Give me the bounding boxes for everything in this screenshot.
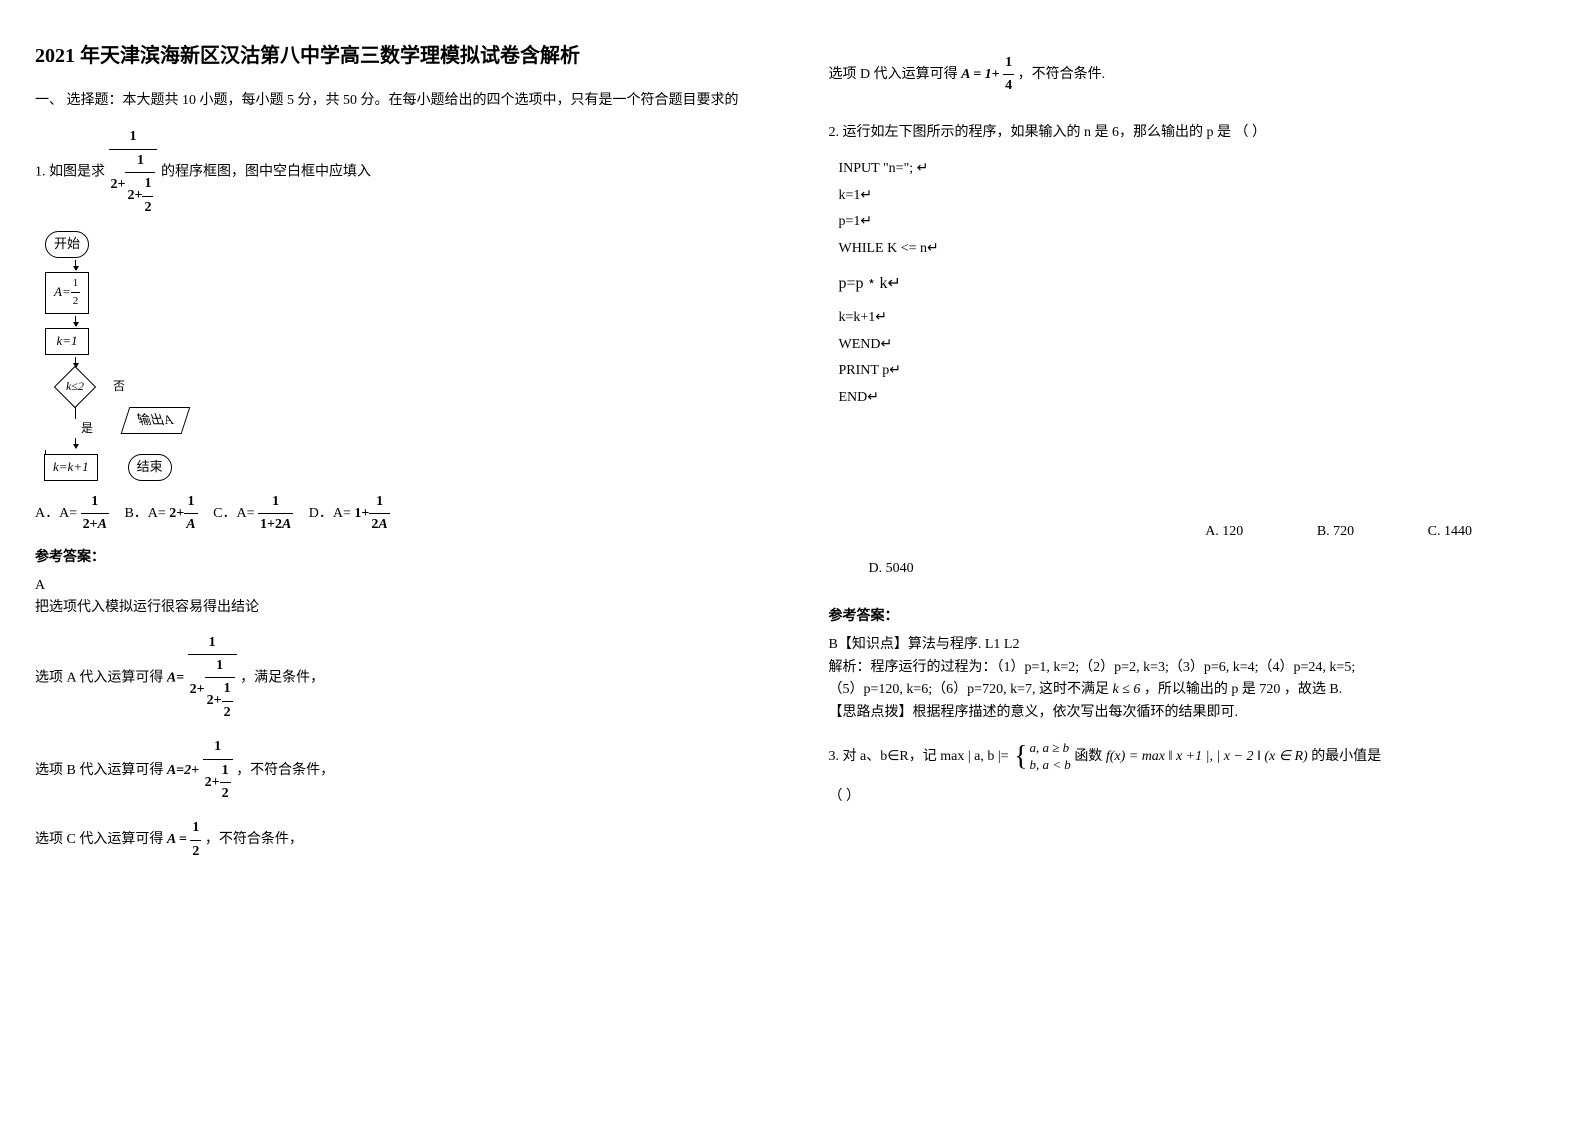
q2-ans-4: 【思路点拨】根据程序描述的意义，依次写出每次循环的结果即可.: [829, 702, 1553, 724]
option-d: D．A= 1+12A: [309, 491, 390, 537]
flowchart: 开始 A=12 k=1 k≤2 否 是 输出A k=k+1 结束: [45, 231, 759, 481]
code-line: PRINT p↵: [839, 358, 1553, 385]
code-line: p=p﹡k↵: [839, 269, 1553, 299]
section-1-heading: 一、 选择题：本大题共 10 小题，每小题 5 分，共 50 分。在每小题给出的…: [35, 90, 759, 112]
option-c: C. 1440: [1428, 521, 1472, 543]
q2-answer-label: 参考答案：: [829, 606, 1553, 628]
q1-check-b: 选项 B 代入运算可得 A=2+ 12+12 ，不符合条件，: [35, 736, 759, 805]
arrow-icon: [75, 260, 76, 270]
question-1: 1. 如图是求 1 2+12+12 的程序框图，图中空白框中应填入: [35, 126, 759, 219]
code-line: INPUT "n="; ↵: [839, 156, 1553, 183]
q1-explain-1: 把选项代入模拟运行很容易得出结论: [35, 597, 759, 619]
option-a: A．A= 12+A: [35, 491, 109, 537]
option-d: D. 5040: [869, 561, 914, 576]
option-b: B．A= 2+1A: [124, 491, 197, 537]
code-line: WEND↵: [839, 332, 1553, 359]
code-line: k=1↵: [839, 183, 1553, 210]
q1-options: A．A= 12+A B．A= 2+1A C．A= 11+2A D．A= 1+12…: [35, 491, 759, 537]
flow-k-init: k=1: [45, 328, 89, 355]
question-3: 3. 对 a、b∈R，记 max | a, b |= { a, a ≥ b b,…: [829, 740, 1553, 774]
q1-suffix: 的程序框图，图中空白框中应填入: [161, 165, 371, 180]
q1-answer: A: [35, 575, 759, 597]
doc-title: 2021 年天津滨海新区汉沽第八中学高三数学理模拟试卷含解析: [35, 40, 759, 72]
right-column: 选项 D 代入运算可得 A = 1+ 14 ，不符合条件. 2. 运行如左下图所…: [794, 0, 1587, 1122]
flow-no-label: 否: [113, 377, 125, 396]
code-line: p=1↵: [839, 209, 1553, 236]
q3-function: f(x) = max ‖ x +1 |, | x − 2 ‖ (x ∈ R): [1106, 749, 1308, 764]
option-a: A. 120: [1205, 521, 1243, 543]
code-line: k=k+1↵: [839, 305, 1553, 332]
q3-paren: （ ）: [829, 786, 1553, 808]
flow-decision: k≤2: [45, 369, 105, 405]
question-2: 2. 运行如左下图所示的程序，如果输入的 n 是 6，那么输出的 p 是 （ ）: [829, 122, 1553, 144]
q2-ans-2: 解析：程序运行的过程为：（1）p=1, k=2;（2）p=2, k=3;（3）p…: [829, 657, 1553, 679]
arrow-icon: [75, 316, 76, 326]
code-line: END↵: [839, 385, 1553, 412]
q3-max-label: max | a, b |=: [940, 749, 1008, 764]
cases-brace: { a, a ≥ b b, a < b: [1012, 740, 1071, 774]
flow-end: 结束: [128, 454, 172, 481]
q2-ans-3: （5）p=120, k=6;（6）p=720, k=7, 这时不满足 k ≤ 6…: [829, 679, 1553, 701]
program-code: INPUT "n="; ↵ k=1↵ p=1↵ WHILE K <= n↵ p=…: [839, 156, 1553, 411]
q1-check-c: 选项 C 代入运算可得 A = 12 ，不符合条件，: [35, 817, 759, 863]
q1-main-fraction: 1 2+12+12: [109, 126, 158, 219]
q1-answer-label: 参考答案：: [35, 547, 759, 569]
q1-check-a: 选项 A 代入运算可得 A= 12+12+12 ，满足条件，: [35, 632, 759, 725]
q1-check-d: 选项 D 代入运算可得 A = 1+ 14 ，不符合条件.: [829, 52, 1553, 98]
flow-yes-label: 是: [81, 419, 105, 438]
option-b: B. 720: [1317, 521, 1354, 543]
flow-output: 输出A: [121, 407, 191, 434]
q2-options: A. 120 B. 720 C. 1440 D. 5040: [829, 521, 1553, 580]
flow-start: 开始: [45, 231, 89, 258]
case-2: b, a < b: [1030, 757, 1071, 772]
option-c: C．A= 11+2A: [213, 491, 293, 537]
q2-ans-1: B【知识点】算法与程序. L1 L2: [829, 634, 1553, 656]
left-column: 2021 年天津滨海新区汉沽第八中学高三数学理模拟试卷含解析 一、 选择题：本大…: [0, 0, 794, 1122]
code-line: WHILE K <= n↵: [839, 236, 1553, 263]
case-1: a, a ≥ b: [1030, 740, 1070, 755]
flow-a-init: A=12: [45, 272, 89, 314]
flow-kinc: k=k+1: [44, 454, 98, 481]
q1-prefix: 1. 如图是求: [35, 165, 105, 180]
arrow-icon: [75, 438, 76, 448]
